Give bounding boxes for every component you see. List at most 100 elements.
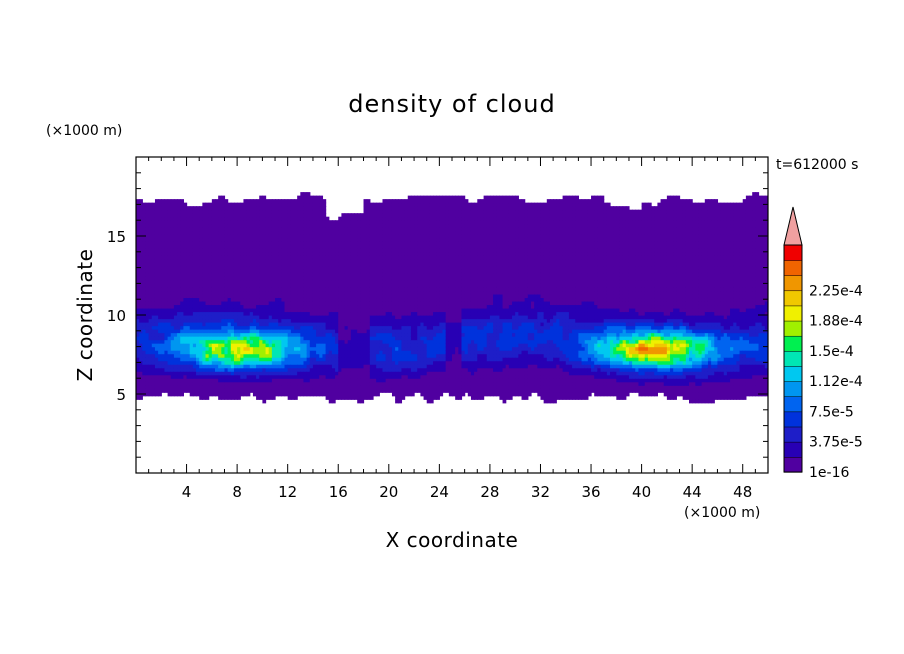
heatmap-cell: [281, 265, 286, 270]
heatmap-cell: [230, 346, 235, 351]
heatmap-cell: [275, 364, 279, 369]
heatmap-cell: [271, 311, 276, 316]
heatmap-cell: [240, 248, 245, 253]
heatmap-cell: [246, 234, 251, 239]
heatmap-cell: [221, 346, 226, 351]
heatmap-cell: [376, 322, 380, 327]
heatmap-cell: [142, 329, 147, 334]
heatmap-cell: [300, 378, 305, 383]
heatmap-cell: [205, 385, 210, 390]
heatmap-cell: [379, 276, 384, 281]
heatmap-cell: [224, 367, 229, 372]
heatmap-cell: [189, 329, 194, 334]
heatmap-cell: [360, 388, 365, 393]
heatmap-cell: [271, 300, 276, 306]
heatmap-cell: [385, 230, 390, 235]
heatmap-cell: [164, 251, 169, 256]
heatmap-cell: [312, 227, 317, 232]
heatmap-cell: [227, 371, 232, 376]
heatmap-cell: [151, 209, 156, 214]
heatmap-cell: [205, 272, 210, 277]
heatmap-cell: [230, 300, 235, 306]
heatmap-cell: [145, 290, 150, 295]
heatmap-cell: [391, 392, 396, 397]
heatmap-cell: [281, 237, 286, 242]
heatmap-cell: [376, 339, 380, 344]
heatmap-cell: [373, 385, 377, 390]
heatmap-cell: [417, 315, 421, 320]
heatmap-cell: [275, 272, 279, 277]
heatmap-cell: [237, 360, 241, 365]
heatmap-cell: [240, 336, 245, 341]
heatmap-cell: [202, 343, 207, 348]
heatmap-cell: [350, 286, 355, 292]
heatmap-cell: [414, 213, 418, 218]
heatmap-cell: [322, 290, 327, 295]
heatmap-cell: [341, 220, 346, 225]
heatmap-cell: [259, 332, 263, 337]
heatmap-cell: [391, 216, 396, 221]
heatmap-cell: [319, 325, 324, 330]
heatmap-cell: [142, 350, 147, 355]
heatmap-cell: [170, 293, 175, 299]
heatmap-cell: [249, 255, 254, 260]
heatmap-cell: [218, 248, 222, 253]
heatmap-cell: [391, 332, 396, 337]
heatmap-cell: [237, 255, 241, 260]
heatmap-cell: [417, 343, 421, 348]
heatmap-cell: [398, 258, 403, 263]
heatmap-cell: [205, 311, 210, 316]
heatmap-cell: [354, 374, 358, 379]
heatmap-cell: [284, 378, 289, 383]
heatmap-cell: [360, 251, 365, 256]
heatmap-cell: [341, 311, 346, 316]
heatmap-cell: [227, 227, 232, 232]
heatmap-cell: [252, 209, 257, 214]
heatmap-cell: [161, 290, 166, 295]
heatmap-cell: [391, 360, 396, 365]
heatmap-cell: [319, 241, 324, 246]
heatmap-cell: [189, 216, 194, 221]
heatmap-cell: [265, 343, 270, 348]
heatmap-cell: [243, 388, 248, 393]
heatmap-cell: [366, 293, 371, 299]
heatmap-cell: [205, 322, 210, 327]
heatmap-cell: [297, 279, 301, 284]
heatmap-cell: [145, 318, 150, 323]
heatmap-cell: [354, 269, 358, 274]
heatmap-cell: [347, 322, 352, 327]
heatmap-cell: [385, 223, 390, 228]
heatmap-cell: [373, 318, 377, 323]
heatmap-cell: [170, 283, 175, 288]
heatmap-cell: [256, 255, 260, 260]
heatmap-cell: [136, 272, 140, 277]
heatmap-cell: [376, 336, 380, 341]
heatmap-cell: [249, 251, 254, 256]
heatmap-cell: [230, 367, 235, 372]
heatmap-cell: [325, 272, 330, 277]
heatmap-cell: [357, 367, 361, 372]
heatmap-cell: [192, 255, 197, 260]
heatmap-cell: [224, 248, 229, 253]
heatmap-cell: [414, 350, 418, 355]
heatmap-cell: [373, 304, 377, 309]
heatmap-cell: [369, 360, 374, 365]
heatmap-cell: [369, 357, 374, 362]
heatmap-cell: [328, 262, 333, 267]
heatmap-cell: [278, 318, 282, 323]
heatmap-cell: [331, 304, 336, 309]
heatmap-cell: [249, 227, 254, 232]
heatmap-cell: [173, 293, 178, 299]
heatmap-cell: [360, 343, 365, 348]
heatmap-cell: [309, 241, 314, 246]
heatmap-cell: [148, 367, 153, 372]
heatmap-cell: [325, 378, 330, 383]
heatmap-cell: [259, 290, 263, 295]
heatmap-cell: [151, 329, 156, 334]
heatmap-cell: [347, 234, 352, 239]
heatmap-cell: [164, 381, 169, 386]
heatmap-cell: [208, 220, 213, 225]
heatmap-cell: [407, 216, 412, 221]
heatmap-cell: [328, 286, 333, 292]
heatmap-cell: [382, 237, 387, 242]
